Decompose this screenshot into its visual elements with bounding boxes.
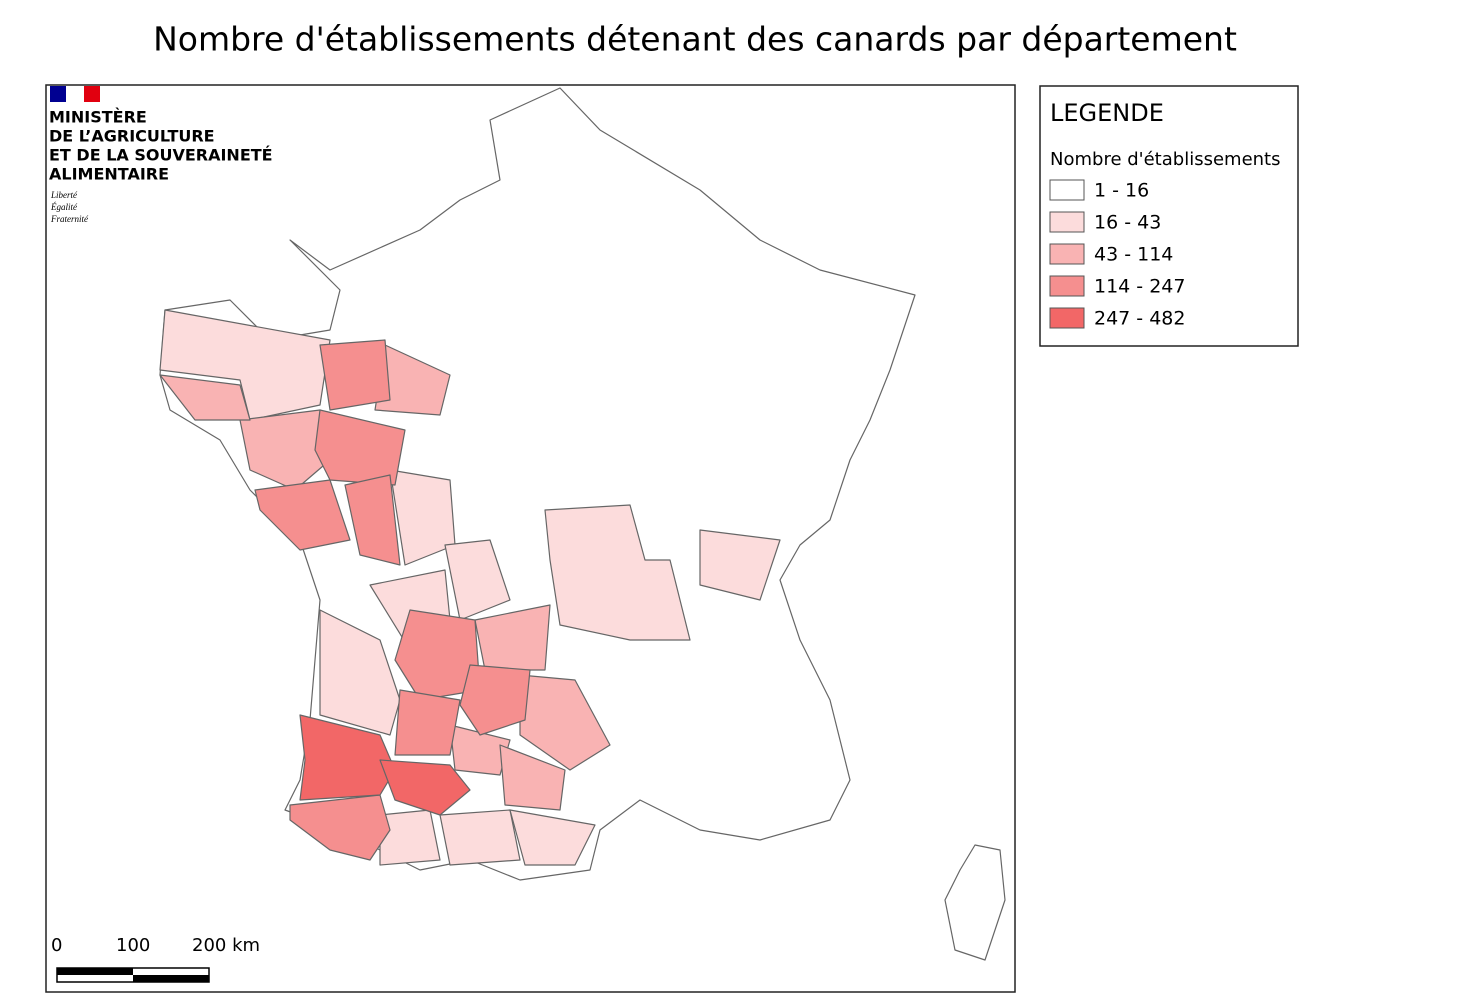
department xyxy=(474,604,551,671)
logo-motto: Liberté xyxy=(50,190,78,200)
logo-line: ET DE LA SOUVERAINETÉ xyxy=(49,146,273,165)
department xyxy=(459,664,531,736)
flag-red xyxy=(84,86,100,102)
map-title: Nombre d'établissements détenant des can… xyxy=(153,20,1237,59)
scale-bar: 0 100 200 km xyxy=(51,935,260,983)
legend-swatch xyxy=(1049,179,1085,201)
logo: MINISTÈRE DE L’AGRICULTURE ET DE LA SOUV… xyxy=(49,86,273,224)
logo-line: ALIMENTAIRE xyxy=(49,165,169,184)
corsica xyxy=(944,844,1006,961)
department xyxy=(239,409,331,491)
department xyxy=(509,809,596,866)
map-regions xyxy=(159,87,1006,961)
department xyxy=(439,809,521,866)
legend-label: 16 - 43 xyxy=(1094,212,1161,234)
legend-label: 43 - 114 xyxy=(1094,244,1173,266)
legend-swatch xyxy=(1049,275,1085,297)
department xyxy=(319,609,401,736)
legend: LEGENDE Nombre d'établissements 1 - 16 16… xyxy=(1039,85,1299,347)
scale-bar-segment xyxy=(57,968,133,975)
department xyxy=(379,809,441,866)
department xyxy=(544,504,691,641)
department xyxy=(319,339,391,411)
logo-line: DE L’AGRICULTURE xyxy=(49,127,215,146)
legend-title: LEGENDE xyxy=(1050,99,1164,127)
department xyxy=(519,674,611,771)
legend-swatch xyxy=(1049,307,1085,329)
legend-label: 1 - 16 xyxy=(1094,180,1149,202)
legend-swatch xyxy=(1049,211,1085,233)
legend-label: 114 - 247 xyxy=(1094,276,1185,298)
legend-subtitle: Nombre d'établissements xyxy=(1050,149,1280,170)
logo-line: MINISTÈRE xyxy=(49,108,147,127)
department xyxy=(254,479,351,551)
department xyxy=(159,374,251,421)
scale-bar-segment xyxy=(133,975,209,982)
department xyxy=(499,744,566,811)
department xyxy=(394,689,461,756)
logo-motto: Égalité xyxy=(50,202,78,212)
scale-label: 100 xyxy=(116,935,150,956)
department xyxy=(299,714,396,801)
flag-blue xyxy=(50,86,66,102)
department xyxy=(449,724,511,776)
department xyxy=(379,759,471,816)
department xyxy=(394,609,481,701)
department xyxy=(444,539,511,621)
scale-label: 0 xyxy=(51,935,62,956)
scale-label: 200 km xyxy=(192,935,260,956)
department xyxy=(699,529,781,601)
legend-swatch xyxy=(1049,243,1085,265)
department xyxy=(344,474,401,566)
logo-motto: Fraternité xyxy=(50,214,89,224)
legend-label: 247 - 482 xyxy=(1094,308,1185,330)
